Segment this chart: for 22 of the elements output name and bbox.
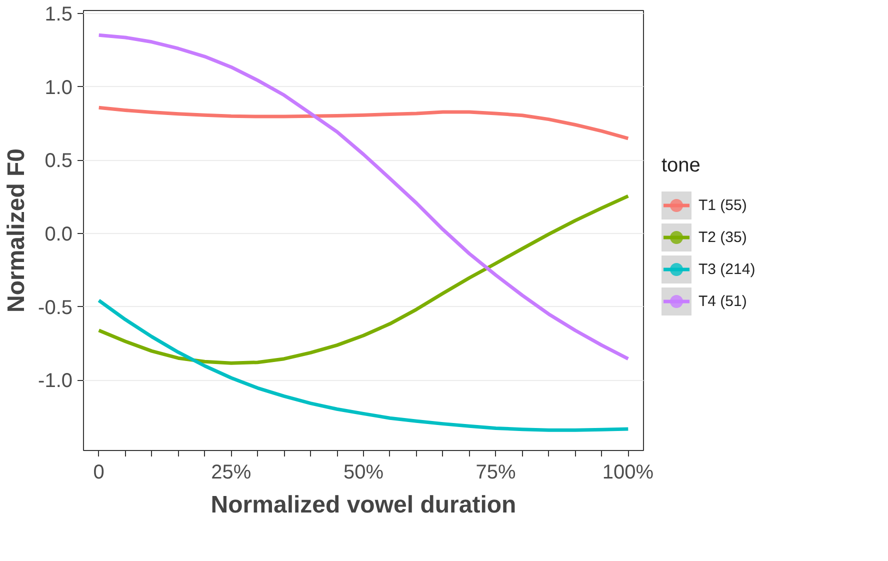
x-tick-label: 100% — [602, 462, 654, 484]
legend-label: T4 (51) — [698, 293, 747, 310]
legend-label: T1 (55) — [698, 197, 747, 214]
line-series — [97, 194, 630, 365]
x-tick-label: 25% — [211, 462, 252, 484]
y-tick-label: 1.5 — [44, 3, 73, 26]
y-tick-label: -0.5 — [38, 296, 73, 319]
x-tick-label: 0 — [93, 462, 104, 484]
x-axis-title: Normalized vowel duration — [210, 492, 516, 518]
line-series — [97, 33, 630, 361]
y-tick-label: 1.0 — [44, 76, 73, 99]
x-tick-label: 50% — [343, 462, 384, 484]
y-tick-label: 0.0 — [44, 223, 73, 246]
x-tick-label: 75% — [476, 462, 516, 484]
line-series — [97, 298, 630, 432]
legend-title: tone — [662, 154, 700, 176]
line-series — [97, 106, 630, 140]
legend-label: T2 (35) — [698, 229, 747, 246]
y-axis-title: Normalized F0 — [3, 148, 30, 313]
y-tick-label: -1.0 — [38, 370, 73, 392]
y-tick-label: 0.5 — [44, 150, 73, 172]
legend-label: T3 (214) — [698, 261, 756, 278]
